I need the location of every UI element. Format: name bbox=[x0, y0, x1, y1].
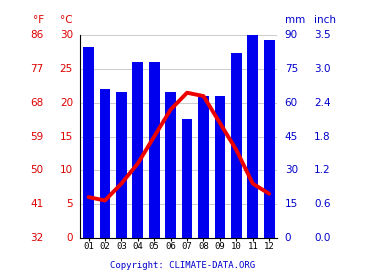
Bar bbox=[116, 92, 127, 238]
Bar bbox=[247, 35, 258, 238]
Text: 90: 90 bbox=[285, 31, 298, 40]
Text: 20: 20 bbox=[60, 98, 73, 108]
Text: 0: 0 bbox=[66, 233, 73, 242]
Text: 30: 30 bbox=[60, 31, 73, 40]
Text: 0.6: 0.6 bbox=[314, 199, 330, 209]
Text: 41: 41 bbox=[31, 199, 44, 209]
Text: 50: 50 bbox=[31, 165, 44, 175]
Text: 3.0: 3.0 bbox=[314, 64, 330, 74]
Bar bbox=[100, 89, 110, 238]
Text: 15: 15 bbox=[60, 132, 73, 141]
Bar bbox=[198, 96, 209, 238]
Bar bbox=[83, 47, 94, 238]
Text: 60: 60 bbox=[285, 98, 298, 108]
Text: inch: inch bbox=[314, 14, 336, 25]
Bar bbox=[215, 96, 225, 238]
Text: 75: 75 bbox=[285, 64, 298, 74]
Bar bbox=[264, 40, 274, 238]
Text: 59: 59 bbox=[31, 132, 44, 141]
Bar bbox=[165, 92, 176, 238]
Text: 2.4: 2.4 bbox=[314, 98, 331, 108]
Text: 1.2: 1.2 bbox=[314, 165, 331, 175]
Text: 45: 45 bbox=[285, 132, 298, 141]
Text: mm: mm bbox=[285, 14, 305, 25]
Text: 30: 30 bbox=[285, 165, 298, 175]
Text: 68: 68 bbox=[31, 98, 44, 108]
Text: 77: 77 bbox=[31, 64, 44, 74]
Text: °F: °F bbox=[33, 14, 44, 25]
Bar bbox=[231, 54, 242, 238]
Text: 25: 25 bbox=[60, 64, 73, 74]
Text: 0.0: 0.0 bbox=[314, 233, 330, 242]
Text: 5: 5 bbox=[66, 199, 73, 209]
Text: 86: 86 bbox=[31, 31, 44, 40]
Text: 1.8: 1.8 bbox=[314, 132, 331, 141]
Text: 0: 0 bbox=[285, 233, 291, 242]
Text: °C: °C bbox=[60, 14, 73, 25]
Bar bbox=[182, 118, 192, 238]
Text: 15: 15 bbox=[285, 199, 298, 209]
Text: 3.5: 3.5 bbox=[314, 31, 331, 40]
Bar bbox=[149, 63, 160, 238]
Text: 32: 32 bbox=[31, 233, 44, 242]
Text: Copyright: CLIMATE-DATA.ORG: Copyright: CLIMATE-DATA.ORG bbox=[110, 261, 255, 270]
Bar bbox=[132, 63, 143, 238]
Text: 10: 10 bbox=[60, 165, 73, 175]
